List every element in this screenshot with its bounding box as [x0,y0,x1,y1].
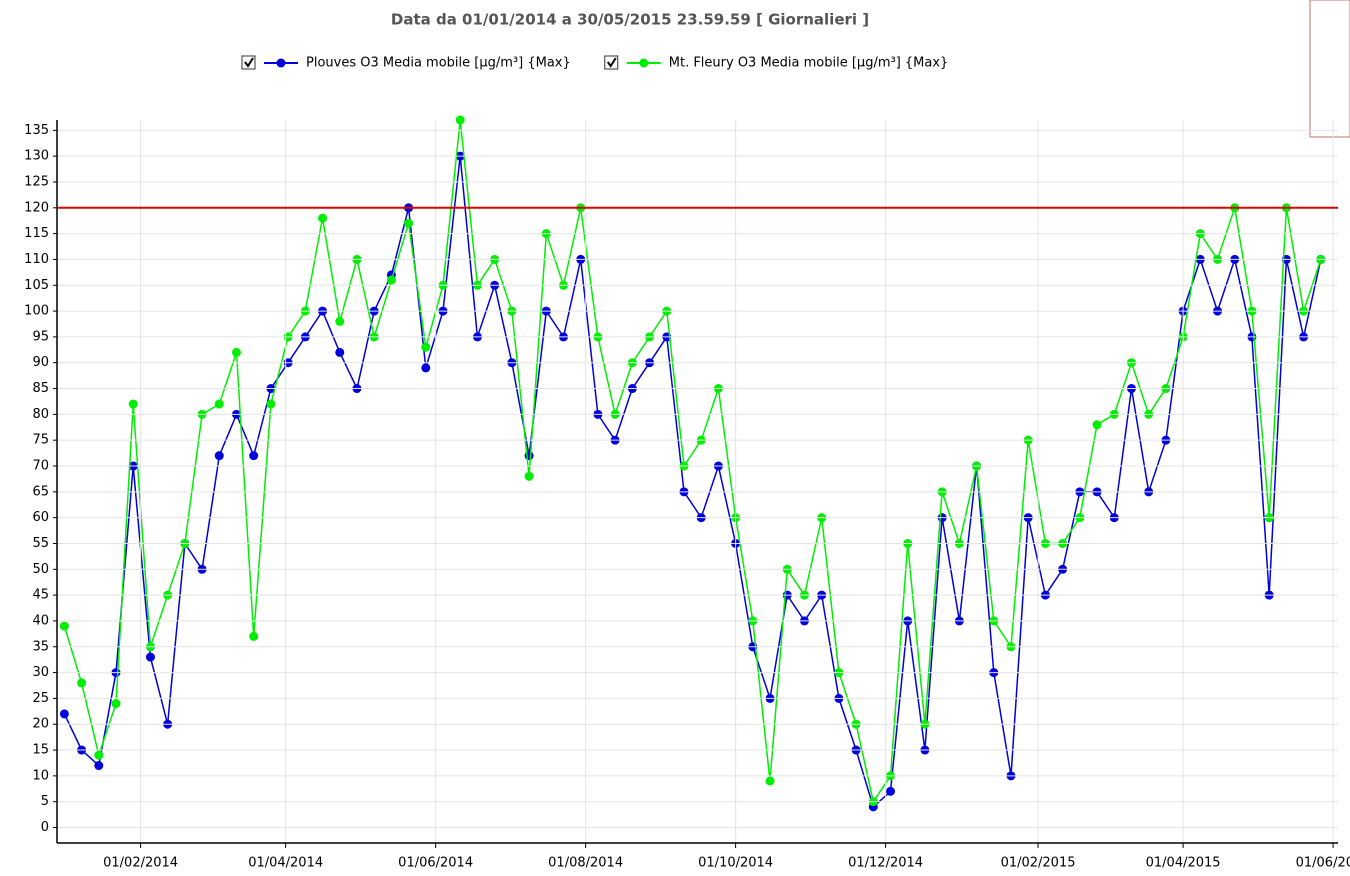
y-tick-label: 30 [32,665,49,680]
data-point [421,363,431,373]
y-tick-label: 130 [24,149,49,164]
x-tick-label: 01/08/2014 [548,856,623,871]
y-tick-label: 20 [32,717,49,732]
y-tick-label: 55 [32,536,49,551]
data-point [214,399,224,409]
y-tick-label: 90 [32,355,49,370]
data-point [59,621,69,631]
x-tick-label: 01/12/2014 [848,856,923,871]
data-point [404,218,414,228]
x-tick-label: 01/10/2014 [698,856,773,871]
y-tick-label: 85 [32,381,49,396]
y-tick-label: 45 [32,588,49,603]
series-line [63,119,1322,804]
x-tick-label: 01/04/2014 [248,856,323,871]
data-point [318,213,328,223]
legend-marker [276,58,286,68]
y-tick-label: 35 [32,639,49,654]
y-tick-label: 60 [32,510,49,525]
legend-label: Plouves O3 Media mobile [µg/m³] {Max} [306,56,571,71]
y-tick-label: 110 [24,252,49,267]
data-point [1092,420,1102,430]
series-line [63,156,1322,809]
data-point [335,316,345,326]
data-point [59,709,69,719]
data-point [214,451,224,461]
data-point [249,451,259,461]
y-tick-label: 95 [32,329,49,344]
x-tick-label: 01/02/2014 [103,856,178,871]
data-point [94,761,104,771]
legend-check [244,57,254,68]
y-tick-label: 75 [32,433,49,448]
y-tick-label: 10 [32,768,49,783]
y-tick-label: 50 [32,562,49,577]
y-tick-label: 115 [24,226,49,241]
data-point [455,115,465,125]
data-point [524,471,534,481]
data-point [765,776,775,786]
y-tick-label: 80 [32,407,49,422]
data-point [145,652,155,662]
tooltip-frame [1309,0,1350,138]
y-tick-label: 135 [24,123,49,138]
x-tick-label: 01/06/2014 [398,856,473,871]
data-point [335,347,345,357]
y-tick-label: 125 [24,174,49,189]
y-tick-label: 70 [32,459,49,474]
data-point [111,699,121,709]
data-point [386,275,396,285]
y-tick-label: 120 [24,200,49,215]
y-tick-label: 40 [32,613,49,628]
y-tick-label: 100 [24,304,49,319]
data-point [266,399,276,409]
data-point [77,678,87,688]
y-tick-label: 65 [32,484,49,499]
y-tick-label: 0 [41,820,49,835]
y-tick-label: 15 [32,743,49,758]
x-tick-label: 01/06/2015 [1296,856,1350,871]
x-tick-label: 01/04/2015 [1146,856,1221,871]
data-point [94,750,104,760]
legend: Plouves O3 Media mobile [µg/m³] {Max} Mt.… [241,55,949,71]
legend-check [606,57,617,68]
data-point [886,786,896,796]
legend-marker [639,58,649,68]
data-point [231,347,241,357]
chart-title: Data da 01/01/2014 a 30/05/2015 23.59.59… [391,11,869,29]
x-tick-label: 01/02/2015 [1001,856,1076,871]
data-point [128,399,138,409]
y-tick-label: 25 [32,691,49,706]
legend-label: Mt. Fleury O3 Media mobile [µg/m³] {Max} [669,56,949,71]
plot [59,115,1326,812]
y-tick-label: 5 [41,794,49,809]
y-tick-label: 105 [24,278,49,293]
data-point [421,342,431,352]
data-point [249,631,259,641]
